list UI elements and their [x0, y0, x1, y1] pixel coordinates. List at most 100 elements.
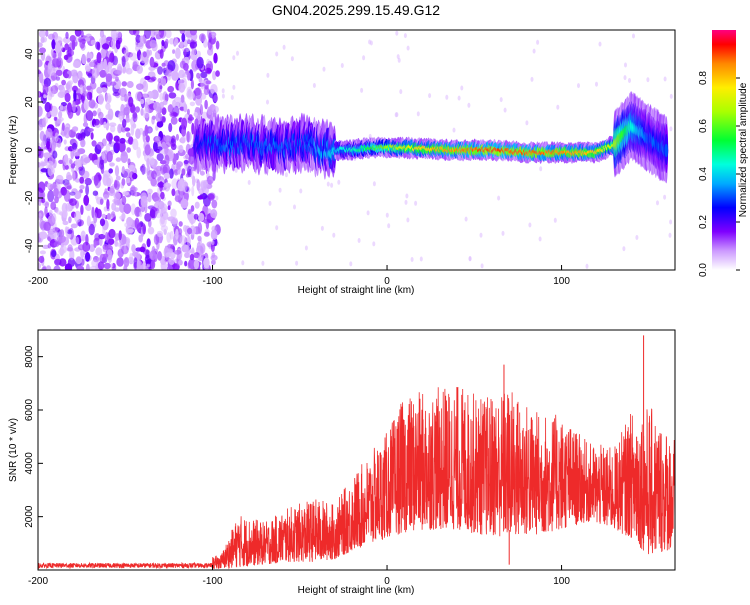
noise-speck	[121, 81, 128, 87]
noise-speck	[577, 83, 580, 89]
noise-speck	[499, 97, 503, 103]
noise-speck	[161, 39, 165, 47]
noise-speck	[155, 112, 163, 123]
noise-speck	[261, 260, 265, 266]
spectrogram-y-ticks: -40 -20 0 20 40	[24, 48, 43, 253]
noise-speck	[193, 213, 199, 220]
x-tick-label: -100	[203, 576, 223, 587]
noise-speck	[128, 30, 137, 36]
noise-speck	[44, 114, 49, 124]
noise-speck	[139, 246, 146, 253]
noise-speck	[39, 250, 47, 255]
noise-speck	[90, 132, 94, 140]
noise-speck	[624, 62, 627, 68]
noise-speck	[144, 144, 151, 156]
noise-speck	[105, 73, 113, 83]
noise-speck	[175, 47, 181, 60]
noise-speck	[553, 217, 557, 223]
noise-speck	[135, 44, 140, 52]
noise-speck	[58, 159, 64, 164]
noise-speck	[121, 195, 127, 206]
noise-speck	[497, 195, 501, 201]
noise-speck	[118, 110, 124, 116]
noise-speck	[87, 128, 94, 132]
x-tick-label: 100	[553, 576, 570, 587]
noise-speck	[63, 54, 69, 61]
noise-speck	[124, 222, 129, 228]
noise-speck	[173, 249, 182, 255]
noise-speck	[175, 228, 179, 240]
noise-speck	[117, 123, 122, 134]
noise-speck	[92, 110, 97, 117]
noise-speck	[72, 150, 76, 157]
noise-speck	[165, 38, 169, 46]
noise-speck	[107, 238, 115, 246]
noise-speck	[96, 141, 104, 150]
noise-speck	[211, 33, 215, 39]
noise-speck	[322, 66, 326, 72]
noise-speck	[147, 192, 152, 203]
noise-speck	[104, 231, 109, 243]
noise-speck	[171, 188, 176, 197]
noise-speck	[135, 91, 142, 102]
noise-speck	[47, 61, 53, 70]
noise-speck	[69, 159, 73, 165]
noise-speck	[169, 168, 174, 179]
noise-speck	[207, 106, 213, 115]
noise-speck	[585, 263, 589, 269]
noise-speck	[126, 228, 134, 233]
noise-speck	[109, 52, 115, 63]
noise-speck	[50, 90, 55, 98]
noise-speck	[77, 70, 83, 80]
noise-speck	[121, 235, 127, 245]
noise-speck	[121, 178, 126, 186]
noise-speck	[66, 174, 73, 181]
noise-speck	[64, 164, 69, 170]
noise-speck	[146, 165, 151, 176]
noise-speck	[162, 100, 168, 106]
noise-speck	[73, 71, 77, 78]
spectrogram-ridge	[193, 91, 669, 184]
noise-speck	[108, 168, 113, 174]
y-tick-label: 0	[24, 147, 35, 153]
noise-speck	[320, 225, 324, 231]
noise-speck	[538, 236, 542, 242]
noise-speck	[120, 151, 128, 163]
noise-speck	[138, 127, 144, 135]
noise-speck	[126, 81, 134, 88]
noise-speck	[102, 174, 109, 186]
noise-speck	[103, 58, 107, 70]
noise-speck	[164, 93, 169, 102]
noise-speck	[622, 246, 626, 252]
noise-speck	[54, 36, 63, 45]
noise-speck	[136, 223, 142, 233]
noise-speck	[157, 81, 163, 93]
noise-speck	[70, 163, 76, 169]
noise-speck	[38, 198, 42, 207]
noise-speck	[72, 60, 81, 68]
noise-speck	[150, 157, 155, 166]
noise-speck	[99, 118, 104, 126]
noise-speck	[103, 262, 112, 270]
noise-speck	[48, 209, 53, 216]
noise-speck	[197, 195, 204, 200]
noise-speck	[193, 259, 200, 270]
noise-speck	[83, 157, 91, 164]
noise-speck	[669, 93, 673, 99]
noise-speck	[106, 213, 111, 220]
noise-speck	[128, 96, 134, 108]
noise-speck	[115, 39, 121, 50]
noise-speck	[268, 200, 272, 206]
noise-speck	[399, 89, 403, 95]
noise-speck	[197, 235, 202, 242]
noise-speck	[69, 249, 75, 261]
noise-speck	[146, 238, 151, 248]
noise-speck	[167, 85, 175, 93]
noise-speck	[118, 141, 126, 153]
noise-speck	[167, 205, 171, 210]
noise-speck	[203, 257, 210, 269]
noise-speck	[206, 175, 214, 185]
noise-speck	[116, 31, 122, 39]
noise-speck	[170, 116, 178, 125]
noise-speck	[126, 177, 131, 184]
